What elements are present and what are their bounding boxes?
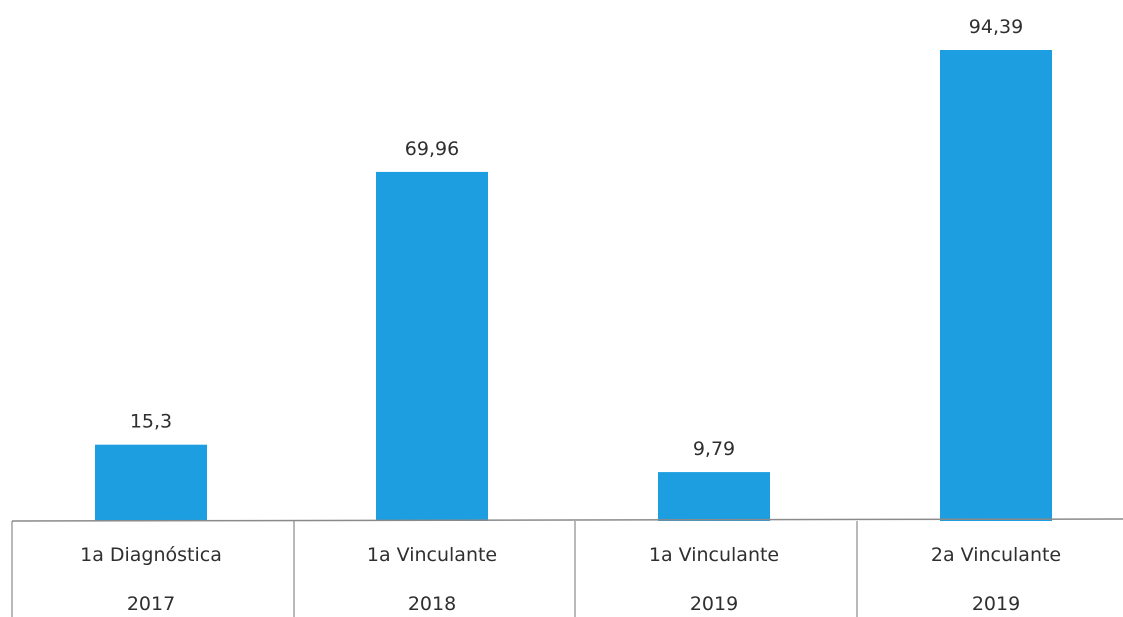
category-label-3: 1a Vinculante (649, 544, 779, 566)
category-year-4: 2019 (972, 593, 1020, 615)
bars-group (95, 50, 1052, 521)
category-axis-table (12, 519, 1123, 617)
category-year-3: 2019 (690, 593, 738, 615)
data-label-3: 9,79 (693, 438, 735, 460)
value-labels-group: 15,3 69,96 9,79 94,39 (130, 16, 1023, 460)
category-labels-group: 1a Diagnóstica 2017 1a Vinculante 2018 1a Vi… (80, 544, 1061, 615)
category-label-4: 2a Vinculante (931, 544, 1061, 566)
bar-4 (940, 50, 1052, 521)
bar-2 (376, 172, 488, 521)
category-year-2: 2018 (408, 593, 456, 615)
category-label-2: 1a Vinculante (367, 544, 497, 566)
data-label-4: 94,39 (969, 16, 1023, 38)
category-label-1: 1a Diagnóstica (80, 544, 222, 566)
bar-3 (658, 472, 770, 521)
bar-1 (95, 445, 207, 521)
category-year-1: 2017 (127, 593, 175, 615)
data-label-1: 15,3 (130, 411, 172, 433)
data-label-2: 69,96 (405, 138, 459, 160)
